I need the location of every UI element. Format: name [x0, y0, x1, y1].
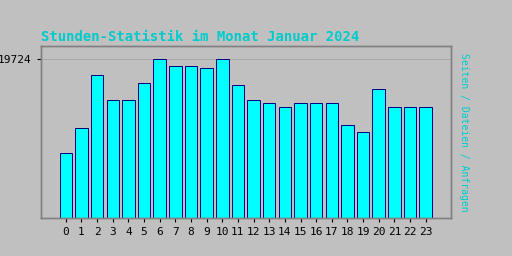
- Bar: [419, 107, 432, 256]
- Bar: [279, 107, 291, 256]
- Bar: [357, 132, 369, 256]
- Bar: [326, 103, 338, 256]
- Bar: [122, 100, 135, 256]
- Bar: [404, 107, 416, 256]
- Bar: [263, 103, 275, 256]
- Bar: [341, 125, 354, 256]
- Bar: [231, 86, 244, 256]
- Bar: [310, 103, 323, 256]
- Bar: [200, 68, 213, 256]
- Bar: [59, 153, 72, 256]
- Text: Stunden-Statistik im Monat Januar 2024: Stunden-Statistik im Monat Januar 2024: [41, 29, 359, 44]
- Y-axis label: Seiten / Dateien / Anfragen: Seiten / Dateien / Anfragen: [459, 52, 469, 211]
- Bar: [91, 75, 103, 256]
- Bar: [154, 59, 166, 256]
- Bar: [388, 107, 401, 256]
- Bar: [294, 103, 307, 256]
- Bar: [373, 89, 385, 256]
- Bar: [247, 100, 260, 256]
- Bar: [75, 128, 88, 256]
- Bar: [106, 100, 119, 256]
- Bar: [216, 59, 228, 256]
- Bar: [169, 66, 182, 256]
- Bar: [138, 83, 151, 256]
- Bar: [185, 66, 197, 256]
